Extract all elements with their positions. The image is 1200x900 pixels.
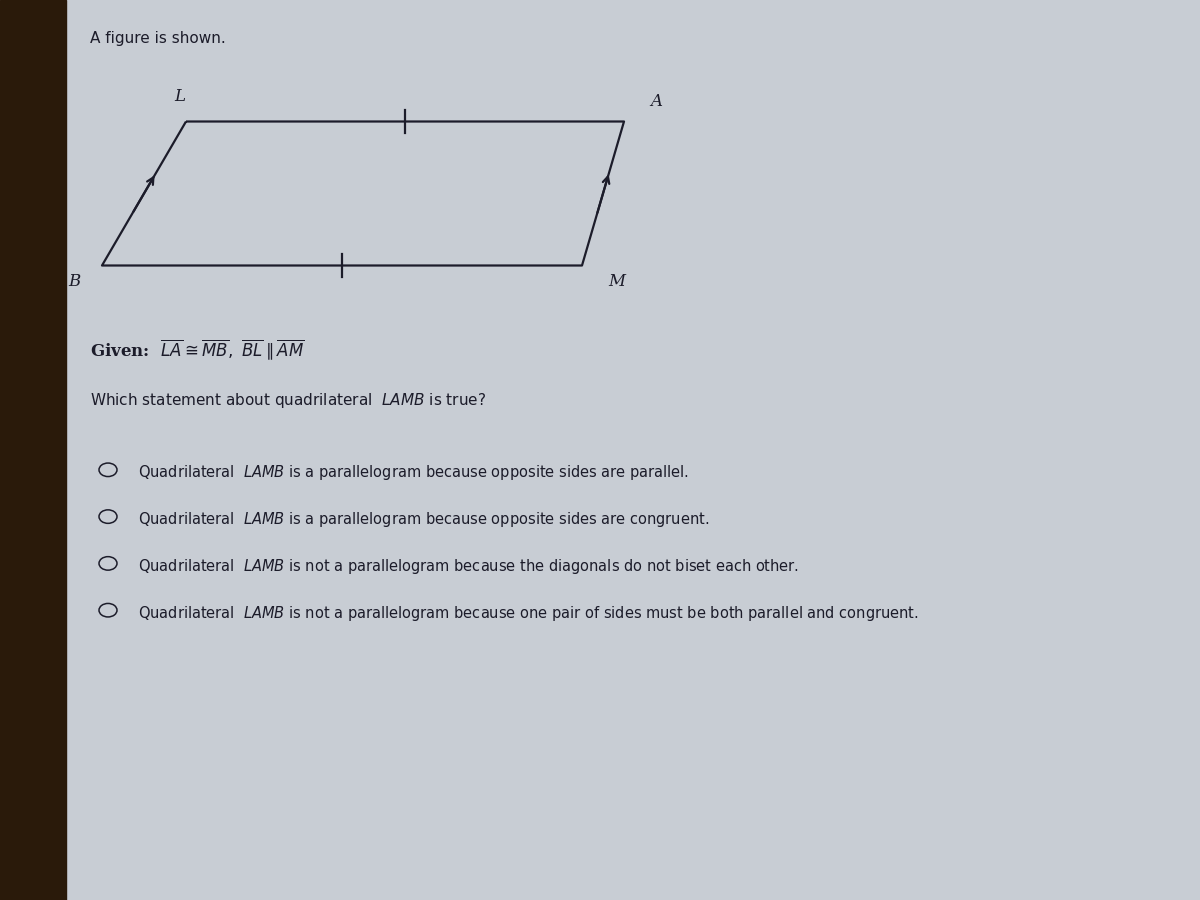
Text: Which statement about quadrilateral  $LAMB$ is true?: Which statement about quadrilateral $LAM… <box>90 391 486 410</box>
Text: Given:  $\overline{LA} \cong \overline{MB},\ \overline{BL} \parallel \overline{A: Given: $\overline{LA} \cong \overline{MB… <box>90 338 305 362</box>
Text: Quadrilateral  $LAMB$ is not a parallelogram because the diagonals do not biset : Quadrilateral $LAMB$ is not a parallelog… <box>138 557 799 576</box>
Text: Quadrilateral  $LAMB$ is a parallelogram because opposite sides are congruent.: Quadrilateral $LAMB$ is a parallelogram … <box>138 510 709 529</box>
Text: A: A <box>650 93 662 110</box>
Text: M: M <box>608 273 625 290</box>
Text: A figure is shown.: A figure is shown. <box>90 32 226 47</box>
Text: B: B <box>68 273 80 290</box>
Bar <box>0 0 66 900</box>
Text: Quadrilateral  $LAMB$ is not a parallelogram because one pair of sides must be b: Quadrilateral $LAMB$ is not a parallelog… <box>138 604 919 623</box>
Text: L: L <box>174 88 186 105</box>
Text: Quadrilateral  $LAMB$ is a parallelogram because opposite sides are parallel.: Quadrilateral $LAMB$ is a parallelogram … <box>138 464 689 482</box>
